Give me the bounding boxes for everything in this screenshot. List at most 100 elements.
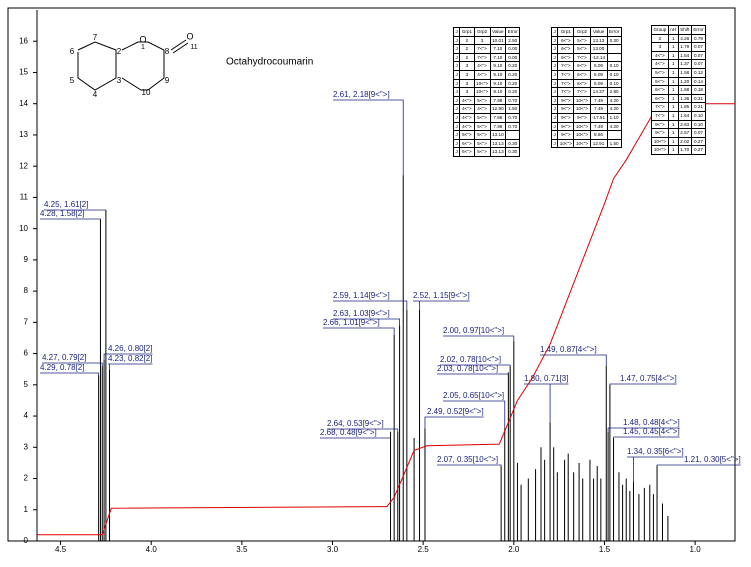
y-tick-label: 3 (24, 442, 29, 451)
table-cell: 9.10 (489, 69, 507, 80)
atom-label: 6 (70, 47, 75, 56)
peak-annotation: 2.05, 0.65[10<">] (443, 391, 504, 400)
table-cell: 2.63 (677, 119, 692, 130)
annotation-leader (108, 363, 153, 370)
peak-annotation: 2.66, 1.01[9<">] (323, 318, 380, 327)
peak-annotation: 1.47, 0.75[4<">] (620, 374, 677, 383)
table-row: 6<"> 1 1.68 0.18 (651, 85, 707, 95)
table-row: J 2 3 10.01 2.50 (452, 35, 521, 46)
table-cell: 0.10 (606, 61, 622, 71)
peak-annotation: 1.49, 0.87[4<">] (540, 345, 597, 354)
table-cell: 1.37 (677, 59, 692, 69)
table-cell: 0.10 (690, 119, 707, 130)
x-tick-label: 4.0 (146, 545, 158, 554)
table-cell: 1.68 (677, 85, 692, 95)
peak-annotation: 2.61, 2.18[9<">] (333, 90, 390, 99)
y-tick-label: 10 (19, 224, 28, 233)
table-cell (505, 130, 521, 140)
table-cell: 4<"> (473, 104, 491, 114)
atom-label: 9 (165, 76, 170, 85)
annotation-leader (333, 318, 400, 326)
table-cell: 5<"> (651, 67, 669, 78)
table-cell: Value (489, 27, 507, 37)
table-row: 10<"> 1 2.02 0.27 (651, 136, 707, 147)
table-cell: 1.10 (606, 112, 622, 123)
annotation-leader (607, 427, 680, 432)
y-tick-label: 7 (24, 317, 29, 326)
table-cell: 6<"> (459, 138, 475, 149)
table-cell: J (550, 138, 559, 149)
table-cell: 10<"> (473, 78, 491, 89)
table-cell: 2.57 (677, 128, 692, 138)
table-cell: 9<"> (557, 121, 575, 132)
y-tick-label: 4 (24, 411, 29, 420)
data-table: Group nH Shift Error 2 1 4.26 0.79 3 1 1.79 0.07 4<"… (651, 25, 707, 155)
table-cell: Error (606, 27, 622, 37)
peak-annotation: 4.27, 0.79[2] (42, 353, 86, 362)
atom-label: 11 (190, 44, 197, 51)
table-cell: Grp1 (557, 27, 575, 37)
table-cell: 13.00 (589, 44, 608, 54)
table-cell: 1 (667, 145, 679, 155)
annotation-leader (103, 353, 153, 360)
table-cell: Error (505, 27, 521, 37)
table-cell: 0.27 (690, 136, 707, 147)
table-cell: 10.01 (489, 35, 507, 46)
table-cell: 10<"> (573, 95, 591, 106)
annotation-leader (42, 362, 103, 367)
annotation-leader (40, 372, 100, 376)
table-cell: Shift (677, 25, 692, 35)
table-row: 2 1 4.26 0.79 (651, 33, 707, 44)
ring-bond (77, 41, 117, 91)
table-cell: 4.20 (606, 95, 622, 106)
table-row: J 3 4<"> 9.10 0.20 (452, 69, 521, 80)
table-cell: 1 (667, 85, 679, 95)
y-tick-label: 14 (19, 99, 28, 108)
atom-label: 1 (141, 44, 145, 51)
table-row: J 2 7<"> 7.10 0.00 (452, 52, 521, 63)
table-cell: 0.20 (505, 87, 521, 97)
x-tick-label: 3.5 (236, 545, 248, 554)
y-tick-label: 8 (24, 286, 29, 295)
table-cell: 7<"> (557, 69, 575, 80)
table-cell: 6<"> (651, 93, 669, 104)
table-cell: 1.79 (677, 42, 692, 52)
table-cell: 6<"> (573, 61, 591, 71)
atom-label: 10 (142, 88, 151, 97)
atom-label: O (186, 31, 193, 41)
table-row: J 3 10<"> 9.10 0.20 (452, 87, 521, 97)
table-cell: 1 (667, 102, 679, 112)
y-tick-label: 1 (24, 505, 29, 514)
table-row: J 9<"> 10<"> 7.49 4.20 (550, 95, 622, 106)
table-cell: 3 (459, 69, 475, 80)
annotation-leader (440, 364, 511, 367)
table-cell: 7.49 (589, 121, 608, 132)
table-cell: 1.58 (677, 67, 692, 78)
table-cell: 0.07 (690, 59, 707, 69)
table-cell: 1.54 (677, 50, 692, 61)
peak-annotation: 1.21, 0.30[5<">] (684, 455, 741, 464)
table-row: J 7<"> 6<"> 6.09 0.10 (550, 78, 622, 89)
table-row: 7<"> 1 1.85 0.21 (651, 102, 707, 112)
annotation-leader (327, 428, 399, 432)
integral-curve (37, 103, 735, 536)
table-row: J 7<"> 6<"> 6.09 0.10 (550, 69, 622, 80)
table-cell: 7<"> (473, 52, 491, 63)
table-row: 6<"> 1 1.36 0.31 (651, 93, 707, 104)
table-cell: 4<"> (473, 69, 491, 80)
annotation-leader (656, 464, 741, 467)
table-row: J 2 7<"> 7.10 0.00 (452, 44, 521, 54)
table-cell: 2 (459, 52, 475, 63)
table-cell: 0.07 (690, 42, 707, 52)
table-row: 4<"> 1 1.37 0.07 (651, 59, 707, 69)
atom-label: 3 (117, 76, 122, 85)
table-row: 7<"> 1 1.64 0.10 (651, 110, 707, 121)
table-row: 3 1 1.79 0.07 (651, 42, 707, 52)
table-cell: 0.30 (505, 147, 521, 157)
table-cell: 6<"> (557, 35, 575, 46)
table-row: J 10<"> 10<"> 12.91 1.50 (550, 138, 622, 149)
table-cell: 0.07 (690, 50, 707, 61)
peak-annotation: 2.52, 1.15[9<">] (413, 291, 470, 300)
table-row: J 9<"> 10<"> 8.66 (550, 130, 622, 140)
